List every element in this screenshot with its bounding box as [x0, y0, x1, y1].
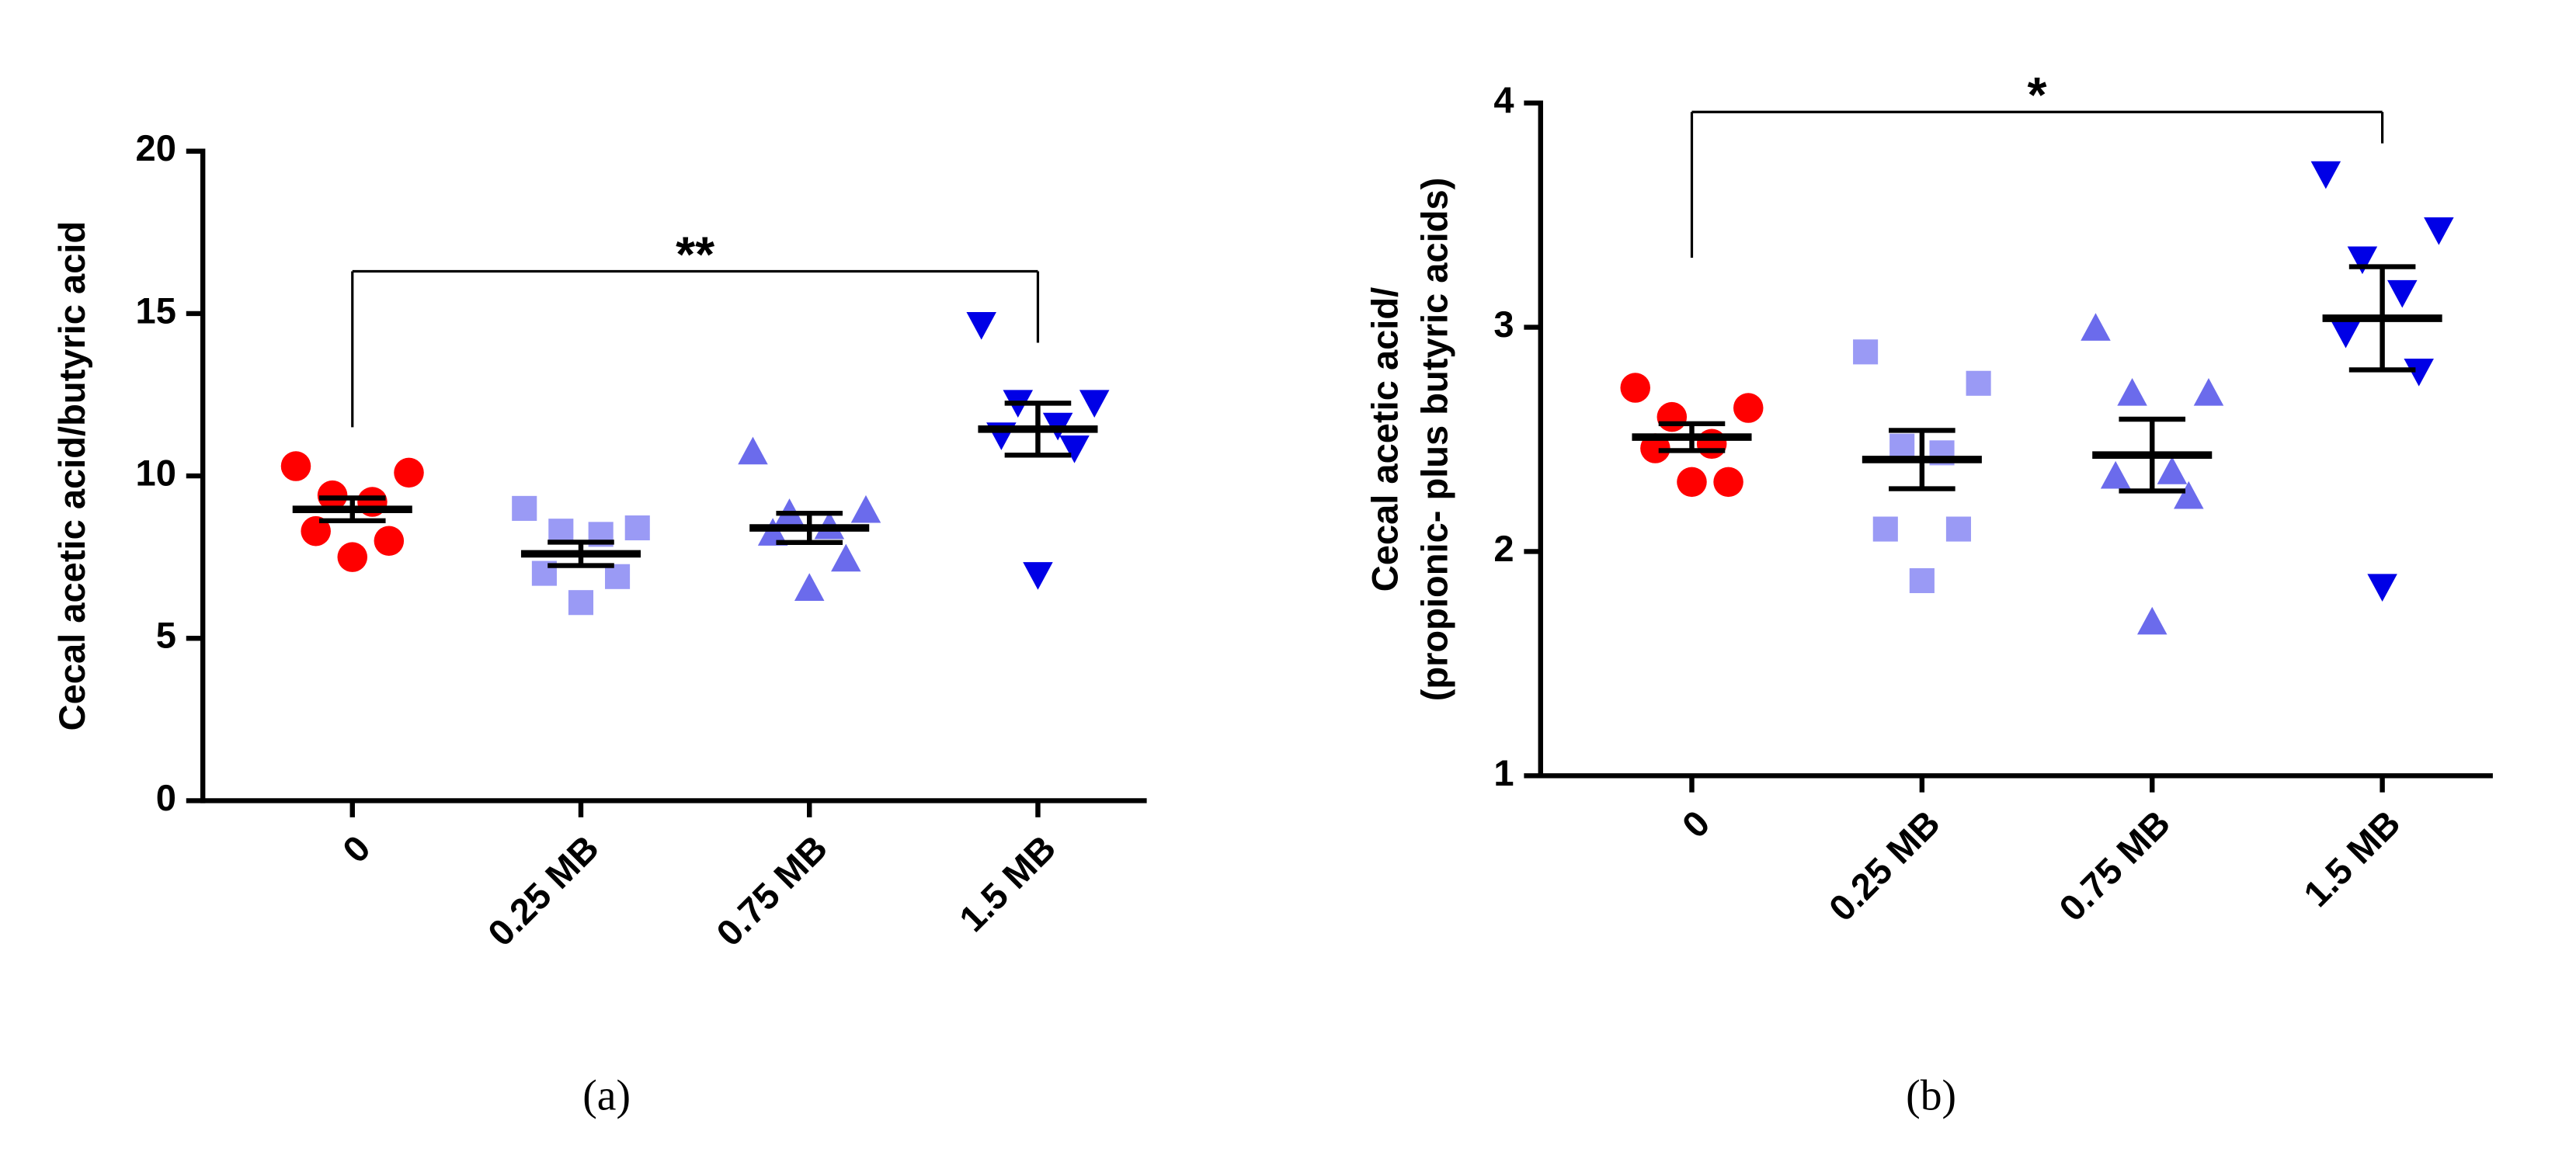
data-point	[568, 590, 594, 616]
y-tick-label: 20	[136, 127, 176, 168]
data-point	[1079, 390, 1110, 418]
data-point	[301, 515, 331, 547]
data-point	[2424, 217, 2454, 245]
data-point	[605, 564, 631, 589]
data-point	[624, 515, 650, 541]
y-tick-label: 0	[156, 777, 176, 818]
data-point	[1059, 435, 1090, 463]
data-point	[2387, 279, 2418, 308]
significance-label: *	[2028, 67, 2047, 123]
data-point	[2404, 358, 2434, 387]
data-point	[1713, 467, 1743, 498]
x-tick-label: 1.5 MB	[951, 827, 1064, 939]
y-tick-label: 1	[1493, 752, 1514, 793]
y-axis-label: Cecal acetic acid/butyric acid	[51, 221, 92, 731]
data-point	[1966, 370, 1991, 396]
data-point	[2157, 456, 2188, 484]
significance-label: **	[676, 226, 714, 282]
y-tick-label: 5	[156, 615, 176, 656]
data-point	[1909, 567, 1935, 594]
y-tick-label: 4	[1493, 79, 1514, 120]
data-point	[2117, 378, 2147, 406]
x-tick-label: 0	[335, 827, 378, 870]
x-tick-label: 0.75 MB	[2051, 802, 2178, 928]
data-point	[2136, 606, 2168, 635]
data-point	[1023, 562, 1053, 590]
y-tick-label: 10	[136, 453, 176, 494]
data-point	[317, 480, 348, 511]
data-point	[1945, 516, 1971, 542]
data-point	[2367, 574, 2397, 602]
data-point	[831, 543, 861, 572]
data-point	[2193, 378, 2224, 406]
data-point	[1677, 467, 1707, 498]
data-point	[2347, 246, 2378, 275]
data-point	[2100, 460, 2131, 489]
data-point	[2174, 481, 2204, 509]
data-point	[2081, 313, 2111, 341]
data-point	[2310, 161, 2341, 189]
data-point	[1889, 433, 1915, 459]
x-tick-label: 0.75 MB	[708, 827, 835, 953]
data-point	[2331, 320, 2361, 349]
data-point	[757, 518, 788, 546]
data-point	[280, 451, 311, 481]
panel-caption: (a)	[582, 1071, 631, 1119]
data-point	[738, 436, 768, 465]
data-point	[794, 573, 825, 601]
data-point	[548, 519, 574, 544]
data-point	[394, 457, 424, 488]
y-tick-label: 15	[136, 290, 176, 331]
y-axis-label: (propionic- plus butyric acids)	[1414, 178, 1455, 702]
data-point	[966, 312, 996, 340]
data-point	[1853, 339, 1879, 365]
data-point	[512, 495, 537, 521]
data-point	[374, 526, 405, 557]
x-tick-label: 1.5 MB	[2296, 802, 2408, 914]
y-tick-label: 2	[1493, 528, 1514, 569]
x-tick-label: 0.25 MB	[1821, 802, 1948, 928]
data-point	[1733, 393, 1764, 423]
x-tick-label: 0.25 MB	[480, 827, 607, 953]
y-tick-label: 3	[1493, 304, 1514, 345]
data-point	[850, 494, 881, 523]
panel-caption: (b)	[1906, 1071, 1956, 1119]
x-tick-label: 0	[1674, 802, 1717, 845]
data-point	[337, 542, 368, 572]
data-point	[1872, 516, 1898, 542]
data-point	[1656, 401, 1688, 432]
y-axis-label: Cecal acetic acid/	[1364, 287, 1405, 592]
data-point	[1620, 373, 1650, 403]
